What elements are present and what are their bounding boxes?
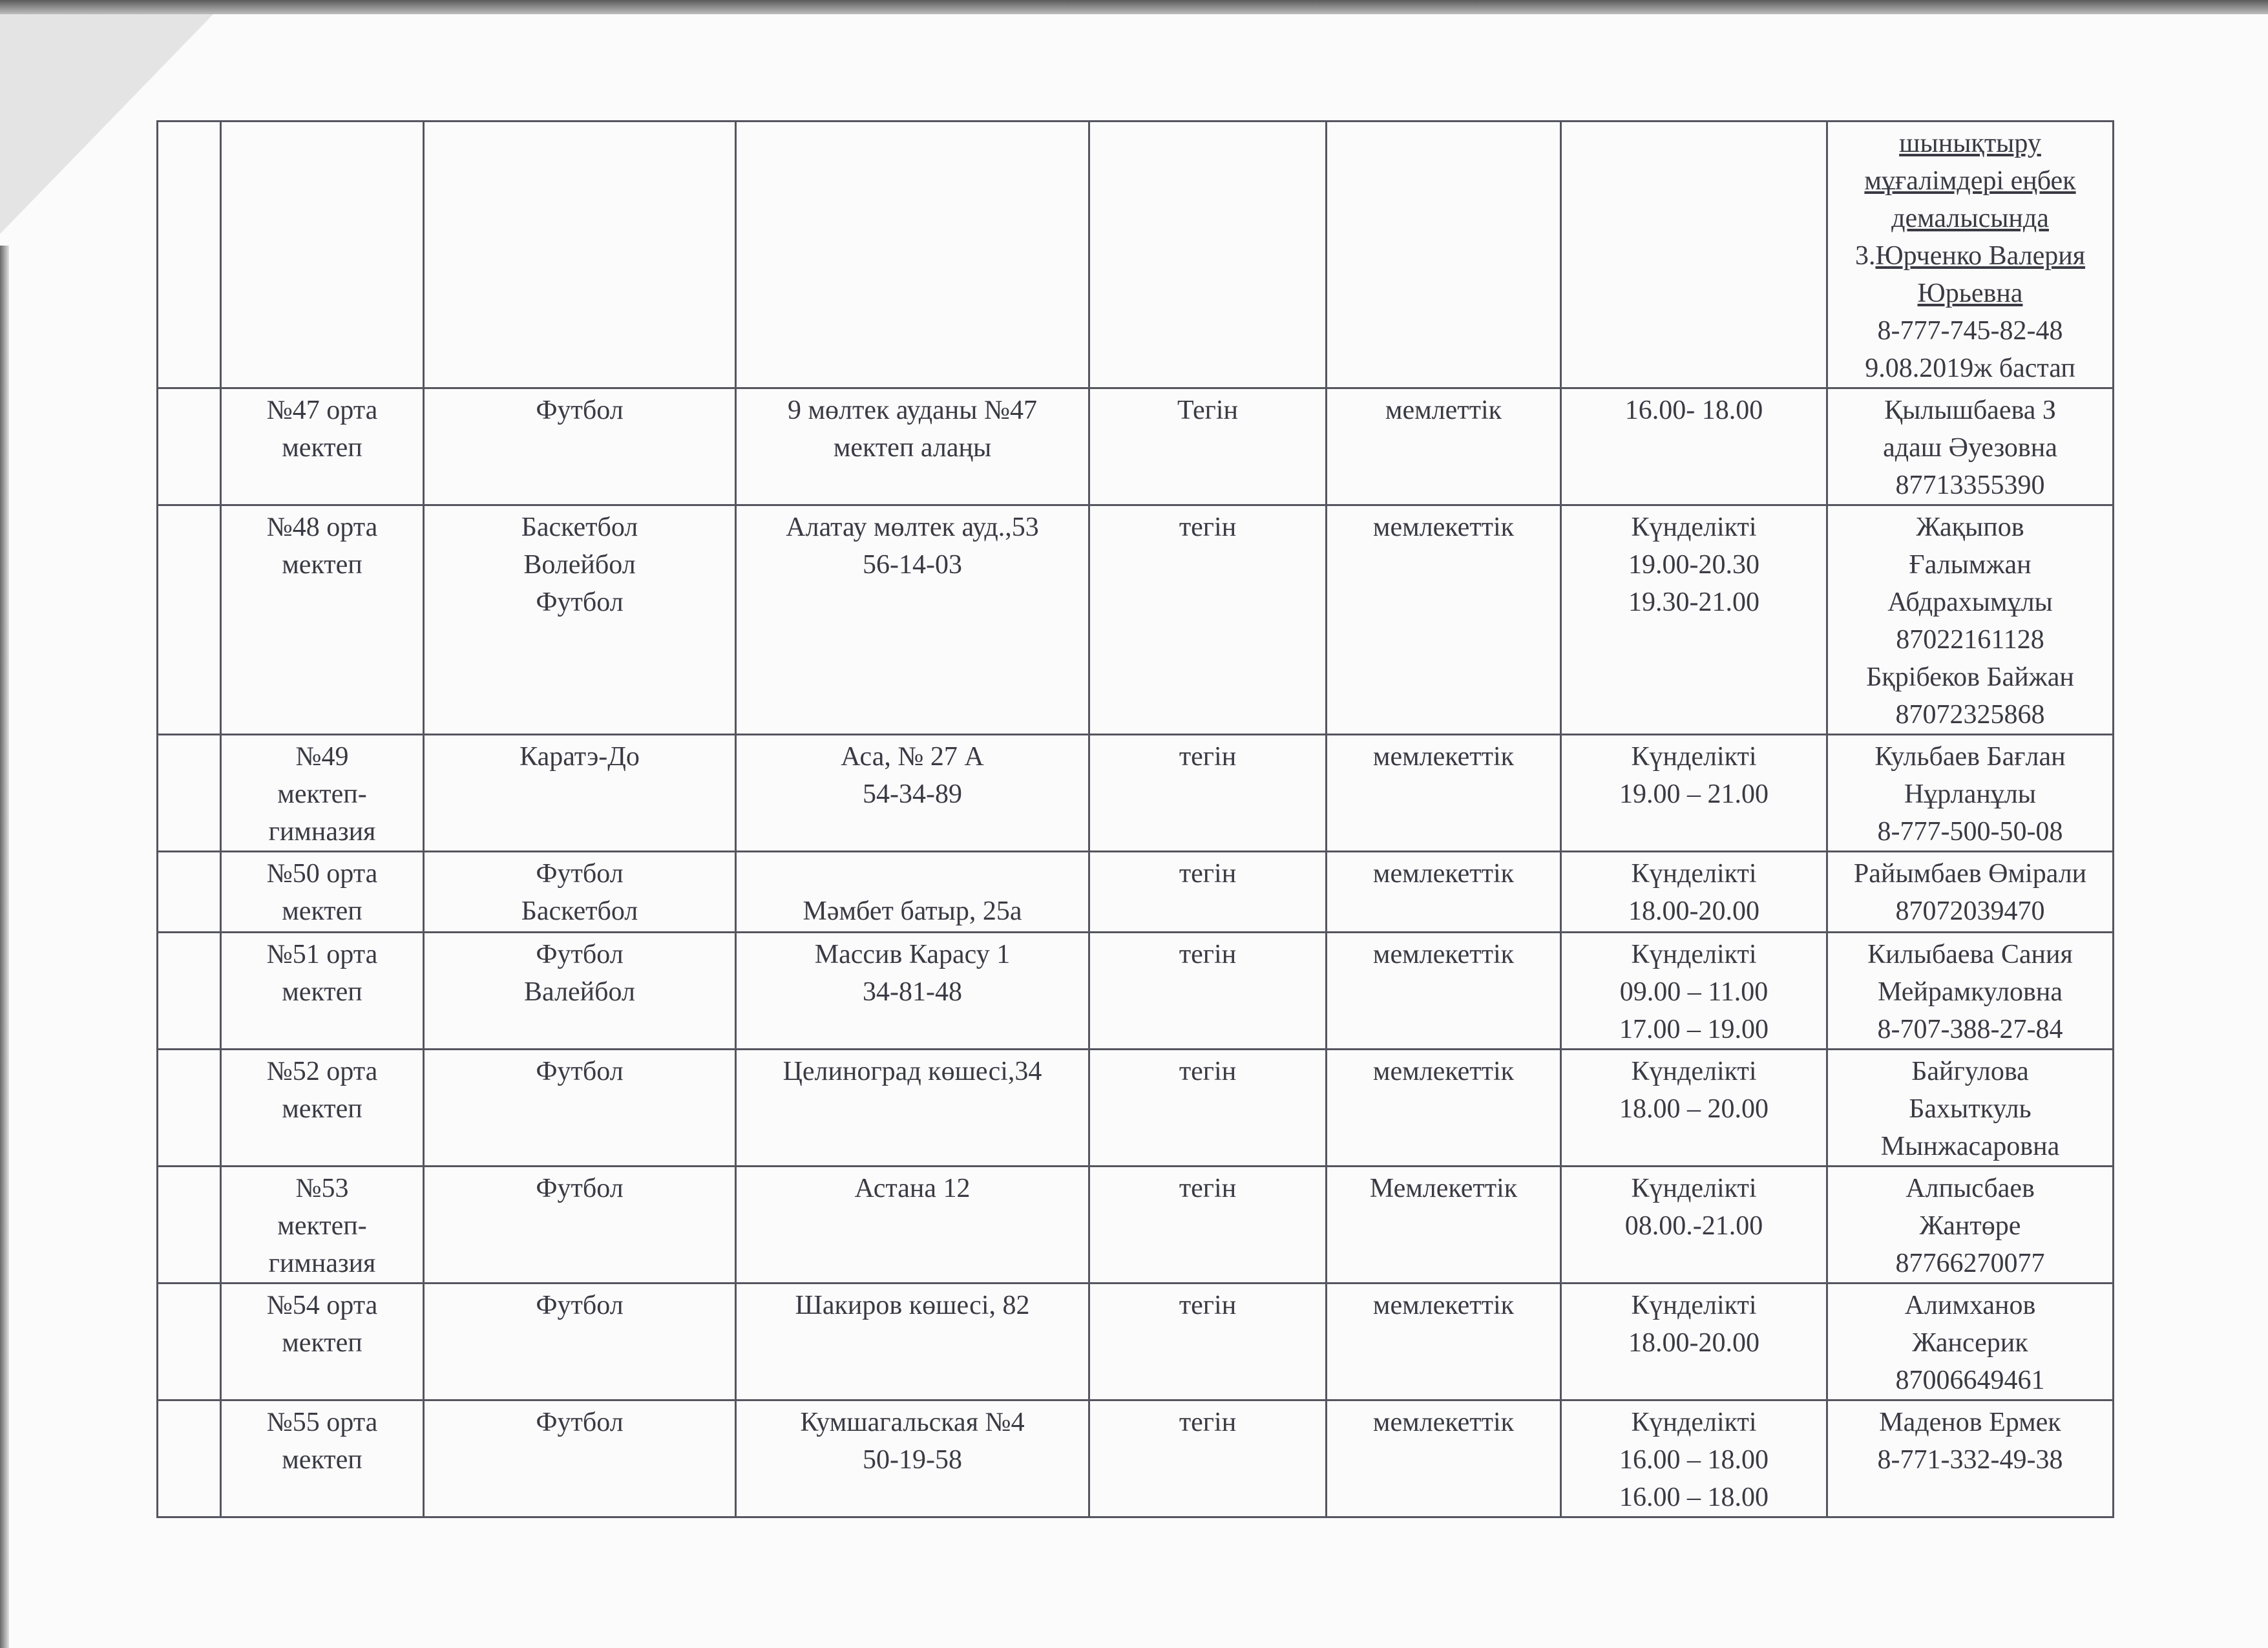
scan-left-edge (0, 246, 9, 1648)
row-number-cell (156, 120, 222, 389)
schedule-cell: 16.00- 18.00 (1560, 387, 1828, 506)
schedule-cell (1560, 120, 1828, 389)
contact-cell: Қылышбаева З адаш Әуезовна 87713355390 (1826, 387, 2114, 506)
contact-cell: Алимханов Жансерик 87006649461 (1826, 1282, 2114, 1401)
contact-cell: Килыбаева Сания Мейрамкуловна 8-707-388-… (1826, 931, 2114, 1050)
ownership-cell: Мемлекеттік (1325, 1165, 1562, 1284)
school-cell: №50 орта мектеп (220, 850, 425, 933)
fee-cell: тегін (1088, 850, 1327, 933)
row-number-cell (156, 504, 222, 735)
row-number-cell (156, 1165, 222, 1284)
table-row: шынықтыру мұғалімдері еңбек демалысында 3… (156, 120, 2114, 389)
address-cell: Шакиров көшесі, 82 (735, 1282, 1090, 1401)
sport-cell: Футбол (423, 1048, 737, 1167)
address-cell: Алатау мөлтек ауд.,53 56-14-03 (735, 504, 1090, 735)
school-cell: №47 орта мектеп (220, 387, 425, 506)
contact-prefix: 3. (1854, 241, 1876, 271)
contact-cell: Алпысбаев Жантөре 87766270077 (1826, 1165, 2114, 1284)
schedule-cell: Күнделікті 16.00 – 18.00 16.00 – 18.00 (1560, 1399, 1828, 1518)
schedule-cell: Күнделікті 19.00 – 21.00 (1560, 734, 1828, 852)
contact-note: шынықтыру мұғалімдері еңбек демалысында (1864, 129, 2076, 233)
contact-cell: Кульбаев Бағлан Нұрланұлы 8-777-500-50-0… (1826, 734, 2114, 852)
ownership-cell: мемлекеттік (1325, 850, 1562, 933)
contact-cell: Жақыпов Ғалымжан Абдрахымұлы 87022161128… (1826, 504, 2114, 735)
ownership-cell: мемлекеттік (1325, 931, 1562, 1050)
ownership-cell: мемлеттік (1325, 387, 1562, 506)
table-row: №55 орта мектеп Футбол Кумшагальская №4 50… (156, 1399, 2114, 1518)
scan-top-edge (0, 0, 2268, 14)
row-number-cell (156, 931, 222, 1050)
school-cell: №49 мектеп- гимназия (220, 734, 425, 852)
row-number-cell (156, 1399, 222, 1518)
fee-cell: тегін (1088, 504, 1327, 735)
address-cell: Массив Карасу 1 34-81-48 (735, 931, 1090, 1050)
contact-cell: Байгулова Бахыткуль Мынжасаровна (1826, 1048, 2114, 1167)
sport-cell: Футбол (423, 1399, 737, 1518)
row-number-cell (156, 1048, 222, 1167)
fee-cell: тегін (1088, 734, 1327, 852)
ownership-cell: мемлекеттік (1325, 504, 1562, 735)
school-cell: №53 мектеп- гимназия (220, 1165, 425, 1284)
school-cell: №51 орта мектеп (220, 931, 425, 1050)
sport-cell (423, 120, 737, 389)
address-cell (735, 120, 1090, 389)
address-cell: 9 мөлтек ауданы №47 мектеп алаңы (735, 387, 1090, 506)
address-cell: Кумшагальская №4 50-19-58 (735, 1399, 1090, 1518)
schedule-cell: Күнделікті 18.00-20.00 (1560, 1282, 1828, 1401)
row-number-cell (156, 734, 222, 852)
sport-cell: Футбол (423, 1165, 737, 1284)
contact-name: Юрченко Валерия Юрьевна (1875, 241, 2086, 308)
schedule-cell: Күнделікті 18.00 – 20.00 (1560, 1048, 1828, 1167)
contact-cell: шынықтыру мұғалімдері еңбек демалысында 3… (1826, 120, 2114, 389)
row-number-cell (156, 387, 222, 506)
address-cell: Мәмбет батыр, 25а (735, 850, 1090, 933)
table-row: №49 мектеп- гимназия Каратэ-До Аса, № 27 А… (156, 734, 2114, 852)
school-cell: №55 орта мектеп (220, 1399, 425, 1518)
school-cell (220, 120, 425, 389)
contact-cell: Райымбаев Өмірали 87072039470 (1826, 850, 2114, 933)
table-row: №48 орта мектеп Баскетбол Волейбол Футбол… (156, 504, 2114, 735)
address-cell: Астана 12 (735, 1165, 1090, 1284)
ownership-cell (1325, 120, 1562, 389)
ownership-cell: мемлекеттік (1325, 734, 1562, 852)
contact-details: 8-777-745-82-48 9.08.2019ж бастап (1865, 316, 2075, 383)
table-row: №53 мектеп- гимназия Футбол Астана 12 тегін… (156, 1165, 2114, 1284)
ownership-cell: мемлекеттік (1325, 1282, 1562, 1401)
table-row: №47 орта мектеп Футбол 9 мөлтек ауданы №47… (156, 387, 2114, 506)
row-number-cell (156, 1282, 222, 1401)
school-cell: №52 орта мектеп (220, 1048, 425, 1167)
address-cell: Целиноград көшесі,34 (735, 1048, 1090, 1167)
sport-cell: Футбол Баскетбол (423, 850, 737, 933)
school-cell: №54 орта мектеп (220, 1282, 425, 1401)
contact-cell: Маденов Ермек 8-771-332-49-38 (1826, 1399, 2114, 1518)
table-row: №52 орта мектеп Футбол Целиноград көшесі,3… (156, 1048, 2114, 1167)
ownership-cell: мемлекеттік (1325, 1048, 1562, 1167)
schedule-cell: Күнделікті 18.00-20.00 (1560, 850, 1828, 933)
sports-sections-table: шынықтыру мұғалімдері еңбек демалысында 3… (156, 120, 2114, 1518)
table-row: №54 орта мектеп Футбол Шакиров көшесі, 82 т… (156, 1282, 2114, 1401)
fee-cell (1088, 120, 1327, 389)
fee-cell: тегін (1088, 1282, 1327, 1401)
schedule-cell: Күнделікті 09.00 – 11.00 17.00 – 19.00 (1560, 931, 1828, 1050)
fee-cell: тегін (1088, 1048, 1327, 1167)
fee-cell: тегін (1088, 1165, 1327, 1284)
sport-cell: Баскетбол Волейбол Футбол (423, 504, 737, 735)
table-row: №51 орта мектеп Футбол Валейбол Массив Кар… (156, 931, 2114, 1050)
address-cell: Аса, № 27 А 54-34-89 (735, 734, 1090, 852)
row-number-cell (156, 850, 222, 933)
sport-cell: Каратэ-До (423, 734, 737, 852)
sport-cell: Футбол Валейбол (423, 931, 737, 1050)
ownership-cell: мемлекеттік (1325, 1399, 1562, 1518)
sport-cell: Футбол (423, 1282, 737, 1401)
table-row: №50 орта мектеп Футбол Баскетбол Мәмбет б… (156, 850, 2114, 933)
schedule-cell: Күнделікті 19.00-20.30 19.30-21.00 (1560, 504, 1828, 735)
school-cell: №48 орта мектеп (220, 504, 425, 735)
fee-cell: тегін (1088, 1399, 1327, 1518)
schedule-cell: Күнделікті 08.00.-21.00 (1560, 1165, 1828, 1284)
fee-cell: Тегін (1088, 387, 1327, 506)
sport-cell: Футбол (423, 387, 737, 506)
fee-cell: тегін (1088, 931, 1327, 1050)
